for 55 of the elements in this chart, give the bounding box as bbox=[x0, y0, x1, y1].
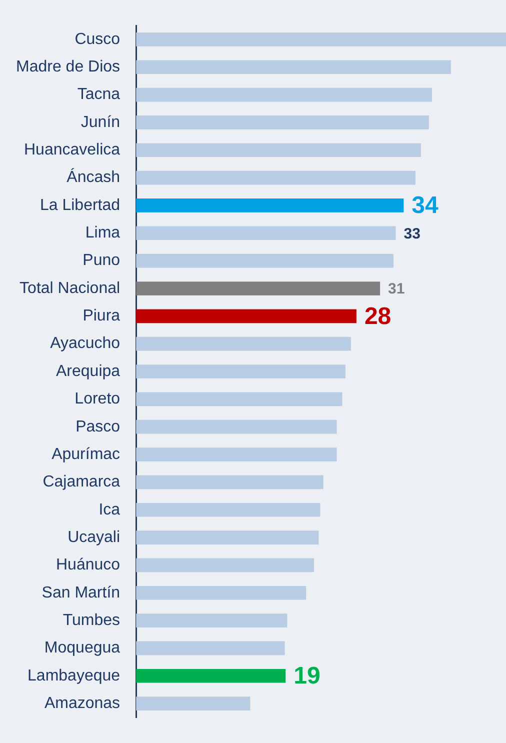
y-tick-label: Total Nacional bbox=[20, 280, 120, 297]
y-tick-label: La Libertad bbox=[40, 196, 120, 214]
y-tick-label: Lambayeque bbox=[28, 667, 120, 684]
y-tick-label: Huánuco bbox=[56, 556, 120, 574]
y-tick-label: Tacna bbox=[77, 86, 120, 104]
data-label: 31 bbox=[388, 280, 405, 298]
y-tick-label: Áncash bbox=[66, 168, 120, 186]
data-label: 33 bbox=[404, 225, 420, 242]
bar bbox=[136, 475, 324, 490]
y-tick-label: Ayacucho bbox=[50, 335, 120, 352]
bar bbox=[136, 502, 320, 517]
y-tick-label: Moquegua bbox=[44, 640, 120, 657]
y-tick-label: Ucayali bbox=[68, 528, 120, 546]
y-tick-label: Loreto bbox=[74, 390, 120, 408]
bar bbox=[136, 586, 306, 600]
data-label: 34 bbox=[412, 192, 440, 220]
bar bbox=[136, 641, 285, 656]
y-tick-label: Lima bbox=[85, 224, 120, 242]
y-tick-label: Piura bbox=[82, 308, 120, 325]
y-tick-label: Ica bbox=[98, 501, 120, 518]
bar bbox=[136, 254, 394, 268]
bar bbox=[136, 364, 346, 378]
y-tick-label: Cajamarca bbox=[42, 474, 120, 491]
bar bbox=[136, 170, 416, 185]
data-label: 28 bbox=[364, 302, 392, 330]
bar bbox=[136, 226, 396, 240]
bar bbox=[136, 614, 288, 628]
data-label: 19 bbox=[294, 662, 320, 690]
bar bbox=[136, 143, 421, 158]
bar bbox=[136, 392, 342, 406]
bar bbox=[136, 336, 351, 351]
bar bbox=[136, 309, 356, 324]
bar bbox=[136, 88, 432, 102]
bar bbox=[136, 448, 337, 462]
bar bbox=[136, 282, 380, 296]
y-tick-label: San Martín bbox=[42, 584, 120, 602]
bar bbox=[136, 530, 319, 544]
bar bbox=[136, 116, 429, 130]
bar bbox=[136, 198, 404, 212]
y-tick-label: Junín bbox=[80, 114, 120, 131]
y-tick-label: Huancavelica bbox=[24, 142, 120, 159]
bar bbox=[136, 32, 506, 46]
bar bbox=[136, 60, 451, 74]
y-tick-label: Cusco bbox=[74, 30, 120, 48]
y-tick-label: Arequipa bbox=[56, 362, 120, 380]
bar bbox=[136, 696, 250, 710]
y-tick-label: Amazonas bbox=[44, 694, 120, 712]
bar bbox=[136, 558, 314, 572]
y-tick-label: Madre de Dios bbox=[16, 58, 120, 76]
y-tick-label: Pasco bbox=[76, 418, 120, 436]
bar bbox=[136, 668, 286, 683]
y-tick-label: Puno bbox=[82, 252, 120, 270]
y-tick-label: Tumbes bbox=[62, 612, 120, 629]
y-tick-label: Apurímac bbox=[52, 446, 120, 463]
bar bbox=[136, 420, 337, 434]
